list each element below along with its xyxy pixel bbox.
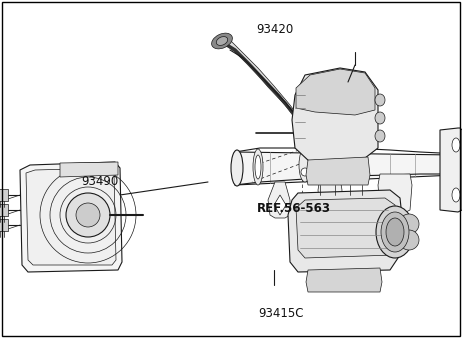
Ellipse shape bbox=[255, 155, 261, 179]
Ellipse shape bbox=[216, 37, 228, 45]
Circle shape bbox=[76, 203, 100, 227]
Polygon shape bbox=[274, 195, 286, 215]
Text: 93415C: 93415C bbox=[258, 307, 303, 320]
Text: 93420: 93420 bbox=[256, 23, 293, 36]
Ellipse shape bbox=[452, 188, 460, 202]
Circle shape bbox=[399, 214, 419, 234]
Circle shape bbox=[301, 168, 309, 176]
Polygon shape bbox=[268, 182, 290, 218]
Text: REF.56-563: REF.56-563 bbox=[256, 202, 330, 215]
Circle shape bbox=[66, 193, 110, 237]
Polygon shape bbox=[26, 168, 116, 265]
Ellipse shape bbox=[376, 206, 414, 258]
Ellipse shape bbox=[375, 130, 385, 142]
Ellipse shape bbox=[231, 150, 243, 186]
Bar bbox=[0, 219, 8, 231]
Polygon shape bbox=[296, 198, 398, 258]
Polygon shape bbox=[20, 162, 122, 272]
Polygon shape bbox=[235, 152, 455, 185]
Polygon shape bbox=[222, 38, 318, 145]
Ellipse shape bbox=[253, 149, 263, 185]
Ellipse shape bbox=[375, 112, 385, 124]
Ellipse shape bbox=[452, 138, 460, 152]
Bar bbox=[0, 204, 8, 216]
Polygon shape bbox=[288, 190, 405, 272]
Ellipse shape bbox=[381, 212, 409, 252]
Ellipse shape bbox=[375, 94, 385, 106]
Polygon shape bbox=[318, 178, 342, 220]
Bar bbox=[0, 189, 8, 201]
Ellipse shape bbox=[212, 33, 232, 49]
Polygon shape bbox=[296, 69, 375, 115]
Ellipse shape bbox=[299, 148, 311, 182]
Polygon shape bbox=[292, 68, 378, 162]
Ellipse shape bbox=[386, 218, 404, 246]
Text: 93490: 93490 bbox=[81, 175, 118, 188]
Polygon shape bbox=[306, 268, 382, 292]
Circle shape bbox=[399, 230, 419, 250]
Polygon shape bbox=[306, 157, 370, 185]
Polygon shape bbox=[60, 162, 118, 177]
Polygon shape bbox=[378, 174, 412, 215]
Polygon shape bbox=[440, 128, 462, 212]
